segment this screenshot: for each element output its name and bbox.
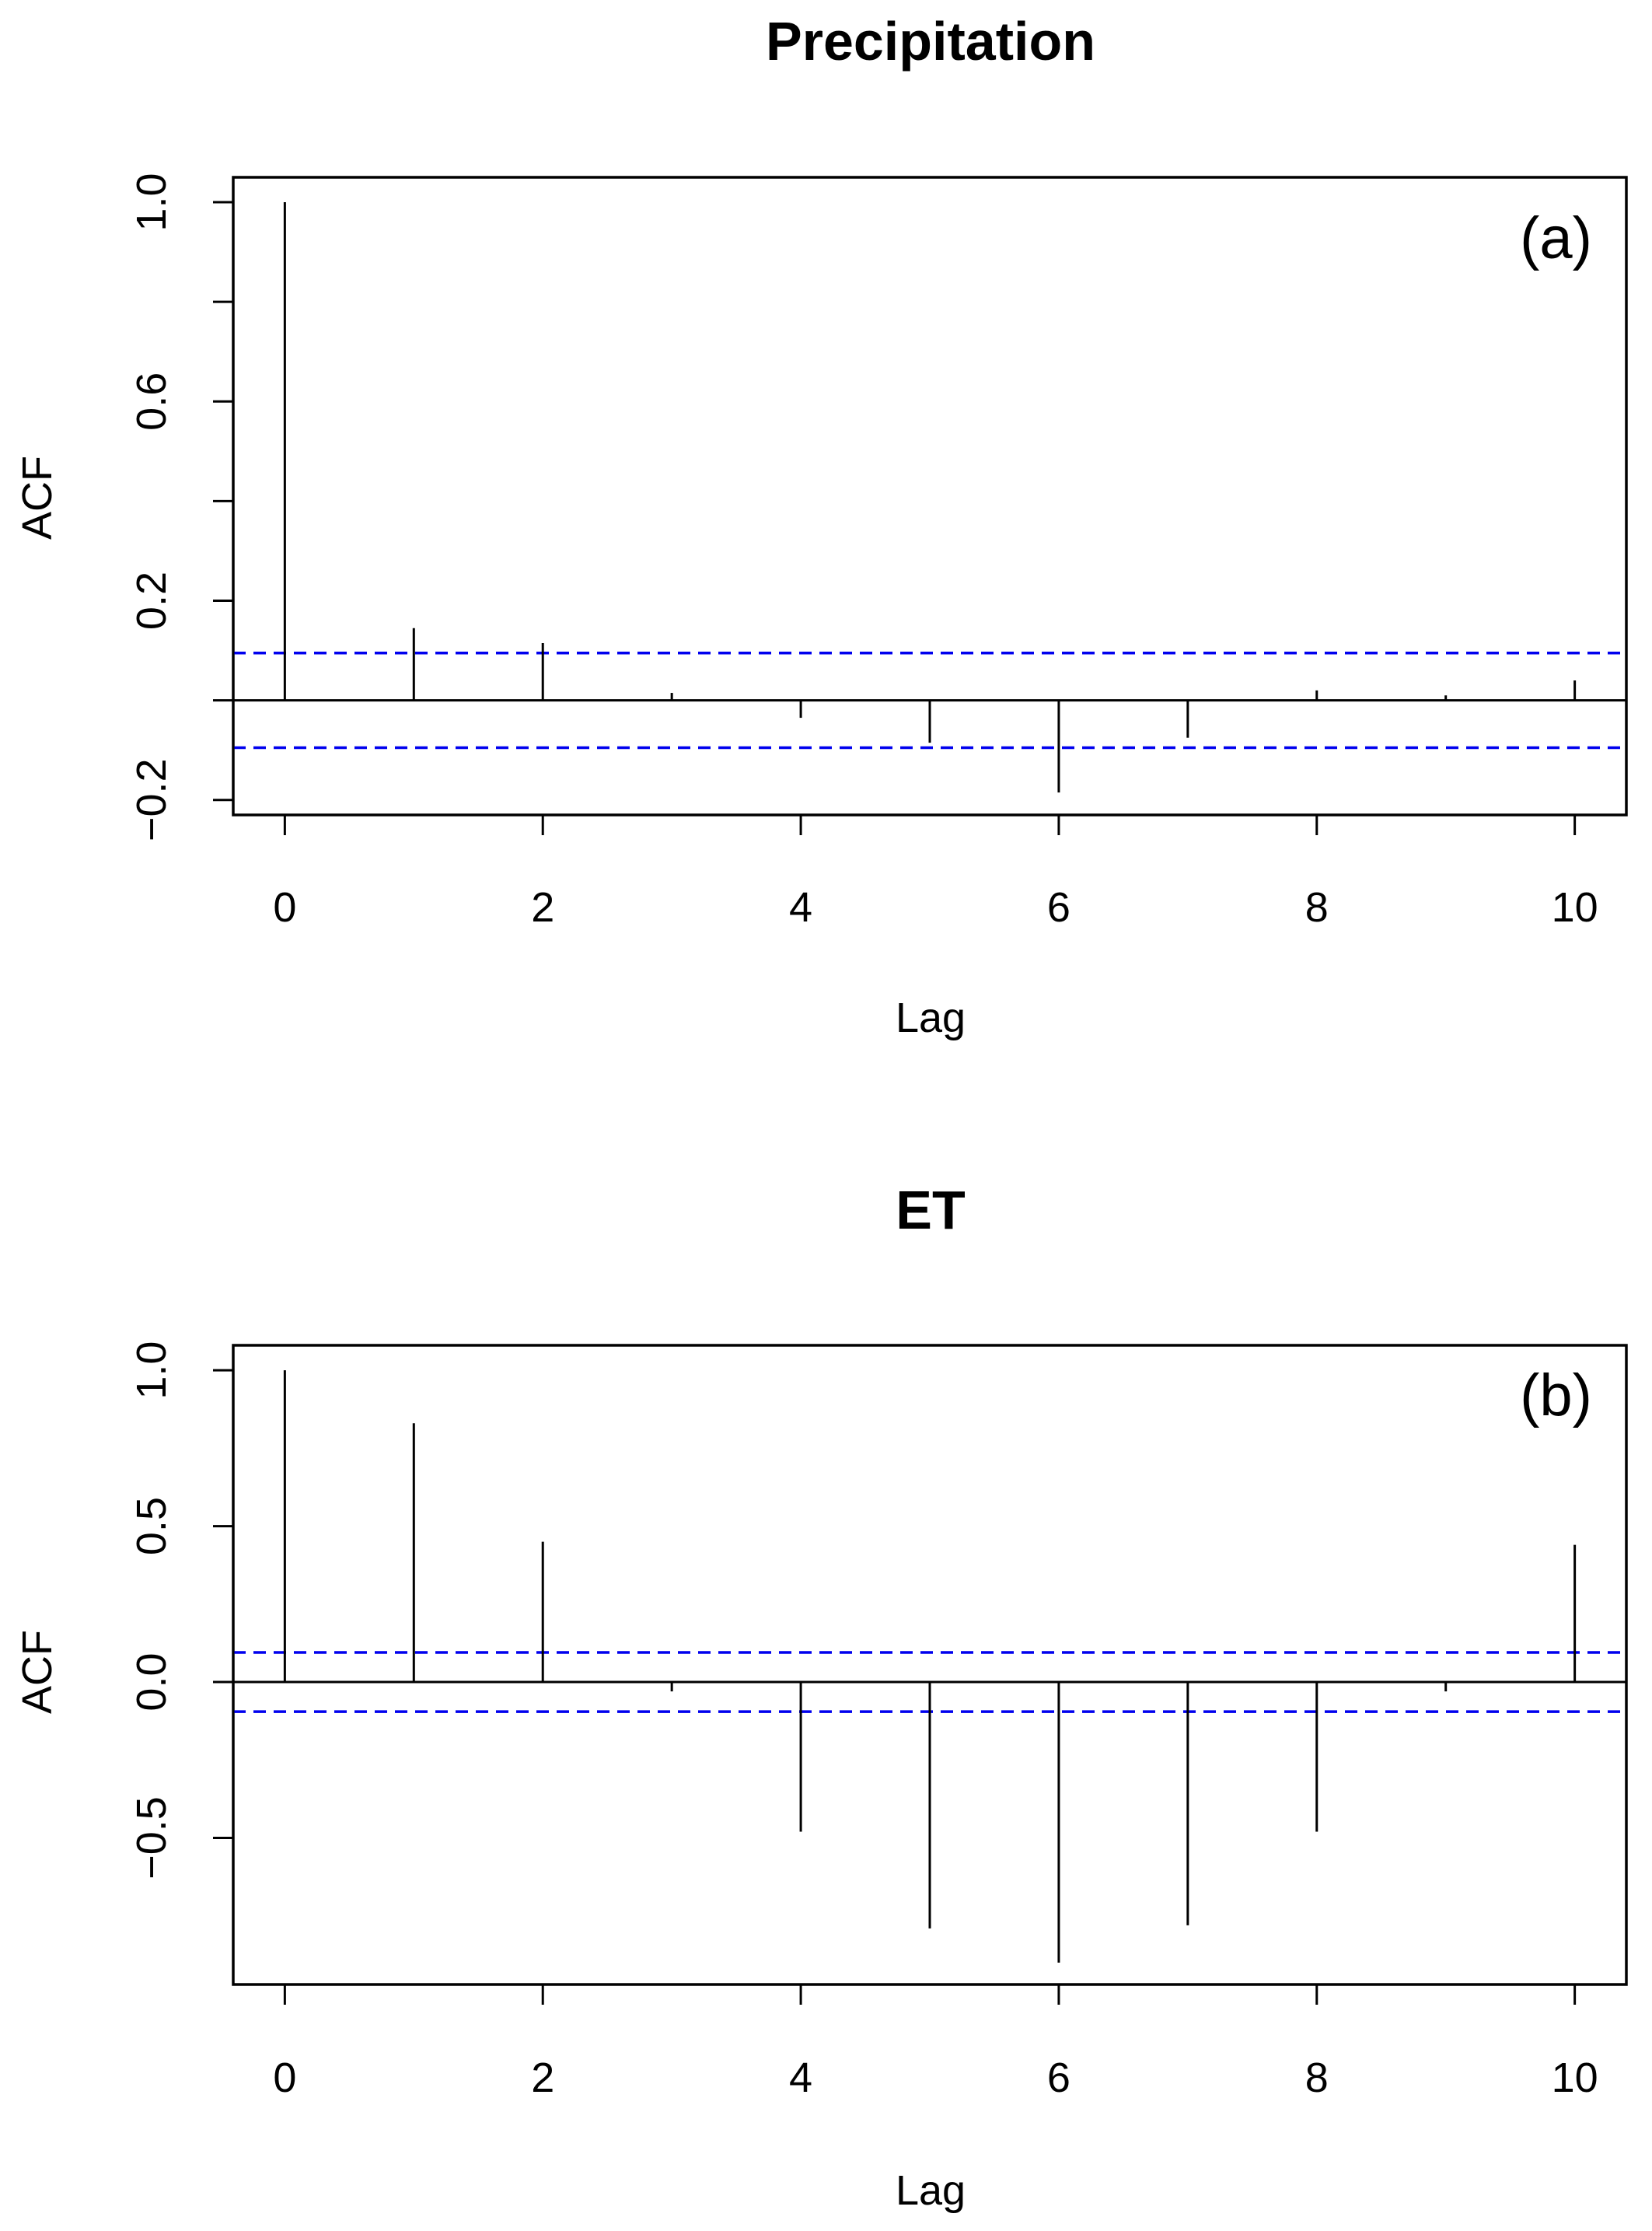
panel-label: (b) bbox=[1520, 1362, 1592, 1428]
x-tick-label: 4 bbox=[789, 2054, 812, 2101]
axes: 0 2 4 6 8 10 −0.2 0.2 0.6 1.0 bbox=[128, 173, 1598, 931]
y-axis-label: ACF bbox=[14, 456, 61, 540]
x-tick-label: 2 bbox=[531, 2054, 554, 2101]
y-axis-label: ACF bbox=[14, 1630, 61, 1714]
x-tick-label: 0 bbox=[273, 2054, 296, 2101]
y-tick-label: 0.0 bbox=[128, 1653, 175, 1712]
axes: 0 2 4 6 8 10 −0.5 0.0 0.5 1.0 bbox=[128, 1341, 1598, 2101]
y-tick-label: 0.2 bbox=[128, 572, 175, 630]
y-tick-label: 1.0 bbox=[128, 173, 175, 231]
acf-panel-et: ET (b) Lag ACF 0 2 4 6 8 10 −0.5 0.0 0.5 1.0 bbox=[14, 1180, 1628, 2214]
x-tick-label: 8 bbox=[1305, 884, 1329, 931]
x-tick-label: 0 bbox=[273, 884, 296, 931]
x-axis-label: Lag bbox=[896, 995, 966, 1041]
y-tick-label: 1.0 bbox=[128, 1341, 175, 1400]
x-tick-label: 6 bbox=[1047, 884, 1070, 931]
y-tick-label: −0.2 bbox=[128, 758, 175, 841]
y-tick-label: −0.5 bbox=[128, 1796, 175, 1880]
x-tick-label: 8 bbox=[1305, 2054, 1329, 2101]
panel-label: (a) bbox=[1520, 205, 1592, 271]
chart-title: ET bbox=[896, 1180, 965, 1240]
y-tick-label: 0.5 bbox=[128, 1497, 175, 1555]
x-tick-label: 6 bbox=[1047, 2054, 1070, 2101]
x-tick-label: 10 bbox=[1552, 884, 1598, 931]
x-tick-label: 4 bbox=[789, 884, 812, 931]
acf-marks bbox=[233, 1370, 1626, 1963]
acf-panel-precipitation: Precipitation (a) Lag ACF 0 2 4 6 8 10 −0.2 0.2… bbox=[14, 11, 1628, 1041]
y-tick-label: 0.6 bbox=[128, 372, 175, 431]
chart-title: Precipitation bbox=[766, 11, 1095, 72]
acf-marks bbox=[233, 202, 1626, 793]
x-tick-label: 10 bbox=[1552, 2054, 1598, 2101]
x-axis-label: Lag bbox=[896, 2167, 966, 2214]
x-tick-label: 2 bbox=[531, 884, 554, 931]
